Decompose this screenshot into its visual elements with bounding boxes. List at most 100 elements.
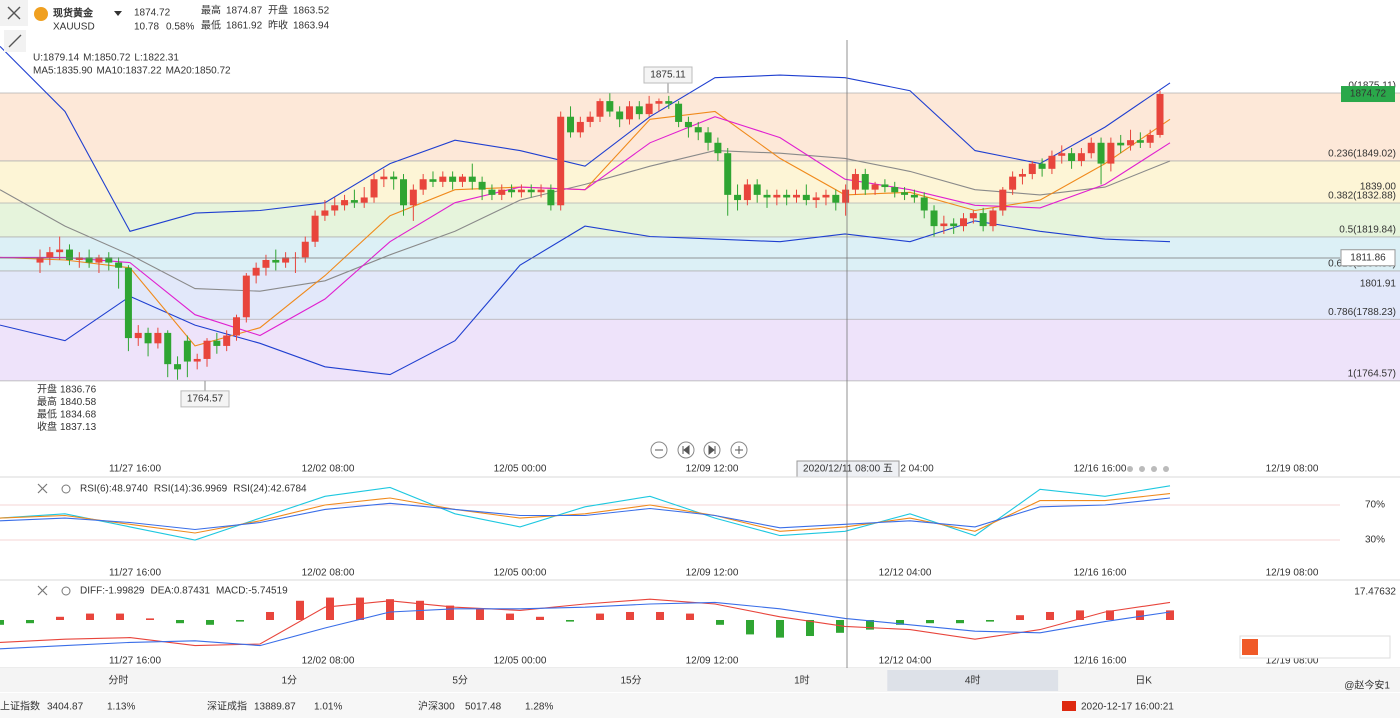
stat-value: 1874.87 (226, 6, 263, 17)
macd-bar (986, 619, 994, 622)
dot (1127, 466, 1133, 472)
y-tick-label: 30% (1365, 535, 1385, 546)
tooltip-label: 最高 (37, 395, 57, 408)
candle-body (773, 194, 781, 198)
tab-bar (0, 668, 1400, 692)
ticker-pct: 1.13% (107, 702, 135, 713)
candle-body (1077, 153, 1085, 162)
macd-bar (626, 611, 634, 620)
candle-body (1087, 142, 1095, 154)
stat-label: 开盘 (268, 4, 288, 17)
candle-body (36, 257, 44, 263)
candle-body (1146, 134, 1154, 143)
macd-bar (146, 618, 154, 620)
candle-body (910, 194, 918, 198)
macd-bar (746, 619, 754, 635)
candle-body (380, 176, 388, 180)
candle-body (429, 179, 437, 182)
candle-body (576, 121, 584, 133)
macd-bar (476, 608, 484, 620)
x-tick-label: 12/05 00:00 (494, 464, 547, 475)
x-tick-label: 12/09 12:00 (686, 656, 739, 667)
settings-macd[interactable] (61, 586, 71, 596)
indicator-line (0, 46, 1171, 232)
tab[interactable]: 1时 (794, 675, 810, 687)
tab[interactable]: 5分 (452, 675, 468, 687)
settings-rsi[interactable] (61, 484, 71, 494)
fib-label: 1(1764.57) (1348, 369, 1396, 380)
fib-label: 0.786(1788.23) (1328, 307, 1396, 318)
candle-body (458, 176, 466, 182)
price: 1874.72 (134, 8, 171, 19)
legend-item: DIFF:-1.99829 (80, 586, 145, 597)
candle-body (802, 194, 810, 201)
macd-line (0, 601, 1171, 650)
candle-body (134, 332, 142, 339)
ticker-pct: 1.01% (314, 702, 342, 713)
stat-label: 最低 (201, 19, 221, 32)
candle-body (498, 189, 506, 195)
candle-body (1156, 94, 1164, 135)
macd-bar (266, 611, 274, 620)
macd-bar (596, 613, 604, 620)
indicator-label: MA20:1850.72 (166, 66, 231, 77)
macd-bar (686, 613, 694, 620)
legend-item: DEA:0.87431 (150, 586, 210, 597)
candle-body (115, 262, 123, 268)
candle-body (56, 249, 64, 253)
rsi-line (0, 485, 1171, 541)
faint-tick: 1801.91 (1360, 278, 1397, 289)
tab[interactable]: 日K (1135, 676, 1152, 687)
dropdown[interactable] (114, 11, 122, 16)
candle-body (262, 259, 270, 268)
tab[interactable]: 分时 (108, 675, 128, 687)
x-tick-label: 12/16 16:00 (1074, 568, 1127, 579)
candle-body (301, 241, 309, 258)
ticker-pct: 1.28% (525, 702, 553, 713)
x-tick-label: 11/27 16:00 (109, 568, 162, 579)
close-macd[interactable] (37, 585, 48, 596)
macd-line (0, 598, 1171, 647)
tab[interactable]: 4时 (965, 675, 981, 687)
ticker-value: 3404.87 (47, 702, 84, 713)
price-tag-label: 1811.86 (1350, 252, 1386, 263)
candle-body (124, 267, 132, 339)
macd-bar (296, 600, 304, 620)
fib-band (0, 160, 1400, 203)
flag (1062, 701, 1076, 711)
tooltip-value: 1834.68 (60, 410, 97, 421)
candle-body (822, 194, 830, 198)
macd-bar (1076, 610, 1084, 620)
candle-body (842, 189, 850, 203)
candle-body (282, 257, 290, 263)
candle-body (1107, 142, 1115, 164)
x-tick-label: 12/16 16:00 (1074, 464, 1127, 475)
candle-body (331, 205, 339, 211)
fib-label: 0.382(1832.88) (1328, 191, 1396, 202)
tab[interactable]: 1分 (282, 675, 298, 687)
faint-tick: 1839.00 (1360, 182, 1397, 193)
ticker-value: 13889.87 (254, 702, 296, 713)
macd-bar (356, 597, 364, 620)
ticker-bar (0, 693, 1400, 718)
price-tag-label: 1874.72 (1350, 89, 1387, 100)
price-tag (1340, 249, 1396, 267)
candle-body (753, 184, 761, 195)
candle-body (743, 184, 751, 201)
candle-body (252, 267, 260, 276)
candle-body (792, 194, 800, 198)
candle-body (704, 132, 712, 143)
tooltip-value: 1837.13 (60, 422, 97, 433)
candle-body (596, 101, 604, 117)
candle-body (183, 340, 191, 362)
close-rsi[interactable] (37, 483, 48, 494)
candle-body (164, 332, 172, 365)
candle-body (1136, 140, 1144, 143)
candle-body (65, 249, 73, 260)
candle-body (154, 332, 162, 344)
annotation-box (643, 66, 693, 84)
tab[interactable]: 15分 (620, 675, 641, 687)
candle-body (969, 213, 977, 219)
candle-body (449, 176, 457, 182)
